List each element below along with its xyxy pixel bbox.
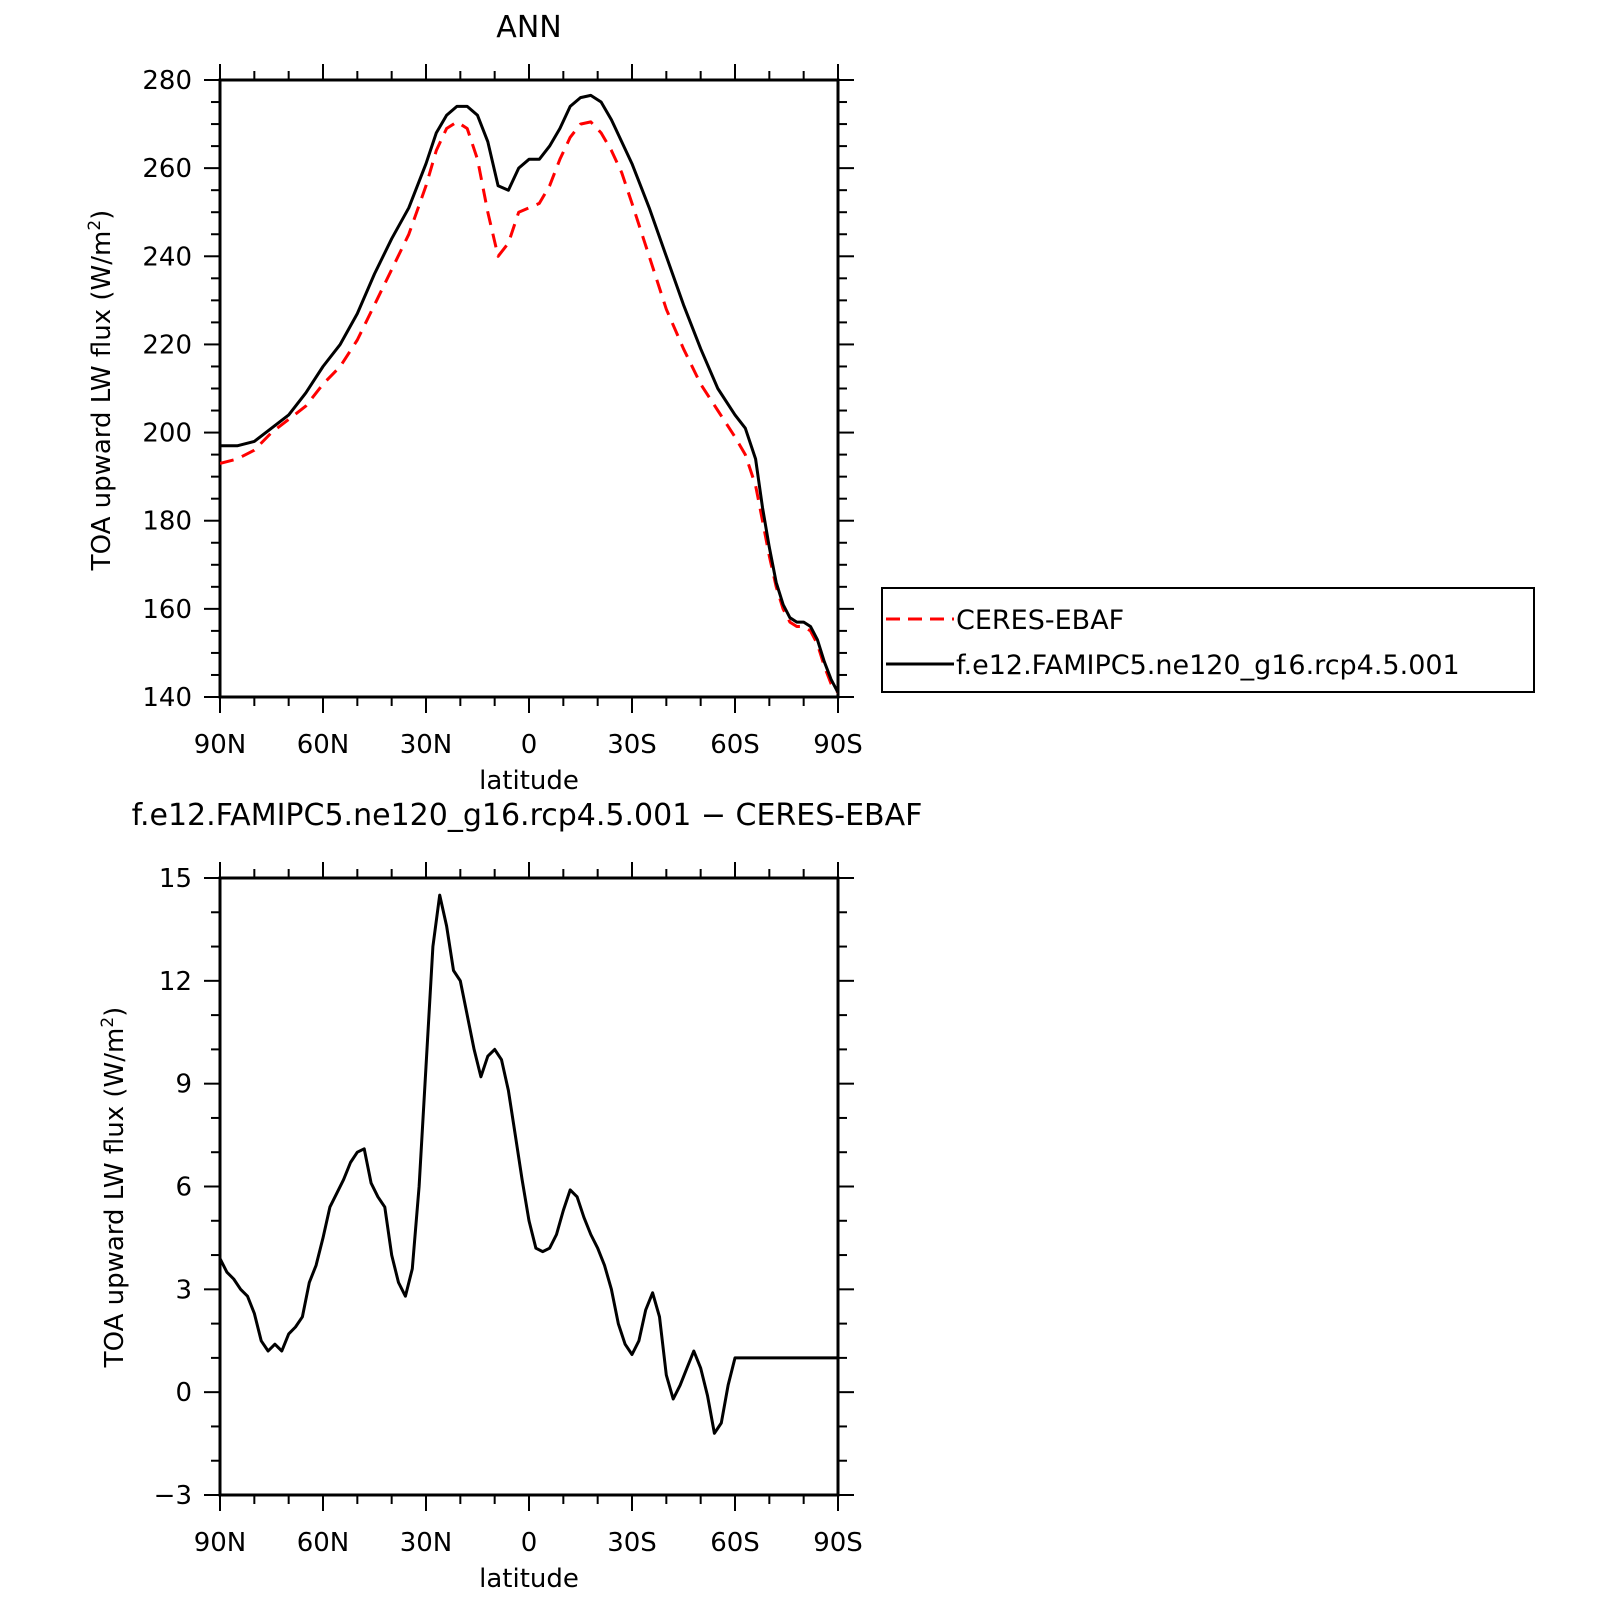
- y-tick-label: 0: [175, 1378, 192, 1408]
- x-tick-label: 0: [521, 730, 538, 760]
- y-tick-label: 220: [142, 330, 192, 360]
- x-tick-label: 60S: [710, 1528, 760, 1558]
- x-tick-label: 30S: [607, 1528, 657, 1558]
- x-tick-label: 90N: [194, 1528, 247, 1558]
- x-tick-label: 0: [521, 1528, 538, 1558]
- y-axis-label: TOA upward LW flux (W/m2): [85, 210, 117, 572]
- y-axis-label: TOA upward LW flux (W/m2): [98, 1007, 130, 1369]
- y-axis-label-superscript: 2: [98, 1017, 118, 1028]
- plot-frame: [218, 876, 840, 1497]
- y-tick-label: 280: [142, 66, 192, 96]
- legend: CERES-EBAF f.e12.FAMIPC5.ne120_g16.rcp4.5…: [881, 587, 1535, 693]
- y-tick-label: 12: [159, 967, 192, 997]
- y-tick-label: 260: [142, 154, 192, 184]
- series-line-ceres-ebaf: [220, 120, 838, 694]
- y-tick-label: 200: [142, 419, 192, 449]
- y-tick-label: −3: [154, 1481, 192, 1511]
- y-axis-label-main: TOA upward LW flux (W/m: [87, 231, 117, 572]
- y-axis-label-end: ): [100, 1007, 130, 1017]
- x-tick-label: 60N: [297, 1528, 350, 1558]
- series-line-f-e12-famipc5-ne120-g16-rcp4-5-001: [220, 93, 838, 694]
- y-tick-label: 160: [142, 595, 192, 625]
- difference-series-line: [220, 893, 838, 1435]
- chart-title: ANN: [496, 10, 561, 45]
- x-tick-label: 60S: [710, 730, 760, 760]
- legend-box: [881, 587, 1535, 693]
- y-tick-label: 15: [159, 864, 192, 894]
- x-axis-label: latitude: [479, 1564, 579, 1594]
- y-tick-label: 180: [142, 507, 192, 537]
- x-tick-label: 90S: [813, 1528, 863, 1558]
- x-tick-label: 90S: [813, 730, 863, 760]
- top-panel-annual-lw-flux: ANN 140 160 180 200 220 240 260 280 90N 60N 30N 0 30S…: [85, 10, 1535, 796]
- x-axis-label: latitude: [479, 766, 579, 796]
- y-axis-label-superscript: 2: [85, 220, 105, 231]
- legend-entry-label: f.e12.FAMIPC5.ne120_g16.rcp4.5.001: [956, 650, 1460, 681]
- plot-frame: [218, 78, 840, 699]
- y-axis-label-main: TOA upward LW flux (W/m: [100, 1028, 130, 1369]
- y-tick-label: 240: [142, 242, 192, 272]
- y-tick-label: 140: [142, 683, 192, 713]
- chart-title: f.e12.FAMIPC5.ne120_g16.rcp4.5.001 − CER…: [132, 798, 923, 833]
- y-tick-label: 3: [175, 1275, 192, 1305]
- y-tick-label: 6: [175, 1173, 192, 1203]
- y-axis-label-end: ): [87, 210, 117, 220]
- x-tick-label: 60N: [297, 730, 350, 760]
- y-tick-label: 9: [175, 1070, 192, 1100]
- x-tick-label: 90N: [194, 730, 247, 760]
- legend-entry-label: CERES-EBAF: [956, 605, 1124, 636]
- x-tick-label: 30S: [607, 730, 657, 760]
- x-tick-label: 30N: [400, 730, 453, 760]
- bottom-panel-difference: f.e12.FAMIPC5.ne120_g16.rcp4.5.001 − CER…: [98, 798, 922, 1594]
- x-tick-label: 30N: [400, 1528, 453, 1558]
